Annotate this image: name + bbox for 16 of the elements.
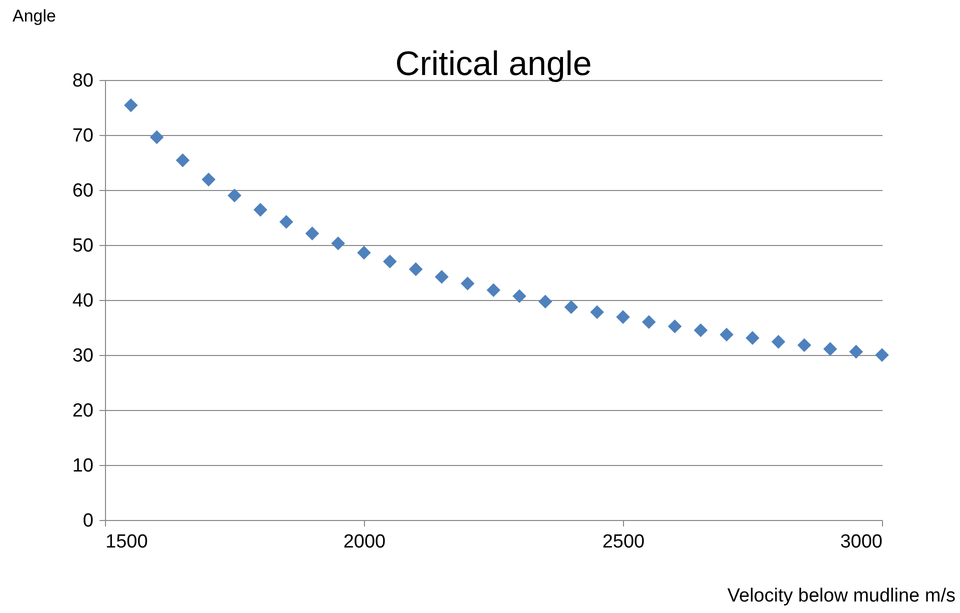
y-tick-label: 70 — [72, 126, 94, 146]
y-axis-title: Angle — [12, 6, 56, 26]
y-tick-label: 50 — [72, 236, 94, 256]
x-tick-label: 2500 — [602, 532, 645, 552]
y-tick-label: 80 — [72, 70, 94, 92]
y-tick-label: 20 — [72, 400, 94, 422]
x-axis-title: Velocity below mudline m/s — [727, 586, 956, 606]
y-tick-label: 10 — [72, 456, 94, 476]
y-tick-label: 0 — [82, 510, 94, 532]
y-tick-label: 30 — [72, 346, 94, 366]
x-tick-label: 3000 — [840, 532, 882, 552]
y-tick-label: 40 — [72, 290, 94, 312]
y-tick-label: 60 — [72, 180, 94, 202]
chart-title: Critical angle — [395, 45, 592, 83]
x-tick-label: 1500 — [106, 532, 148, 552]
x-tick-label: 2000 — [343, 532, 386, 552]
